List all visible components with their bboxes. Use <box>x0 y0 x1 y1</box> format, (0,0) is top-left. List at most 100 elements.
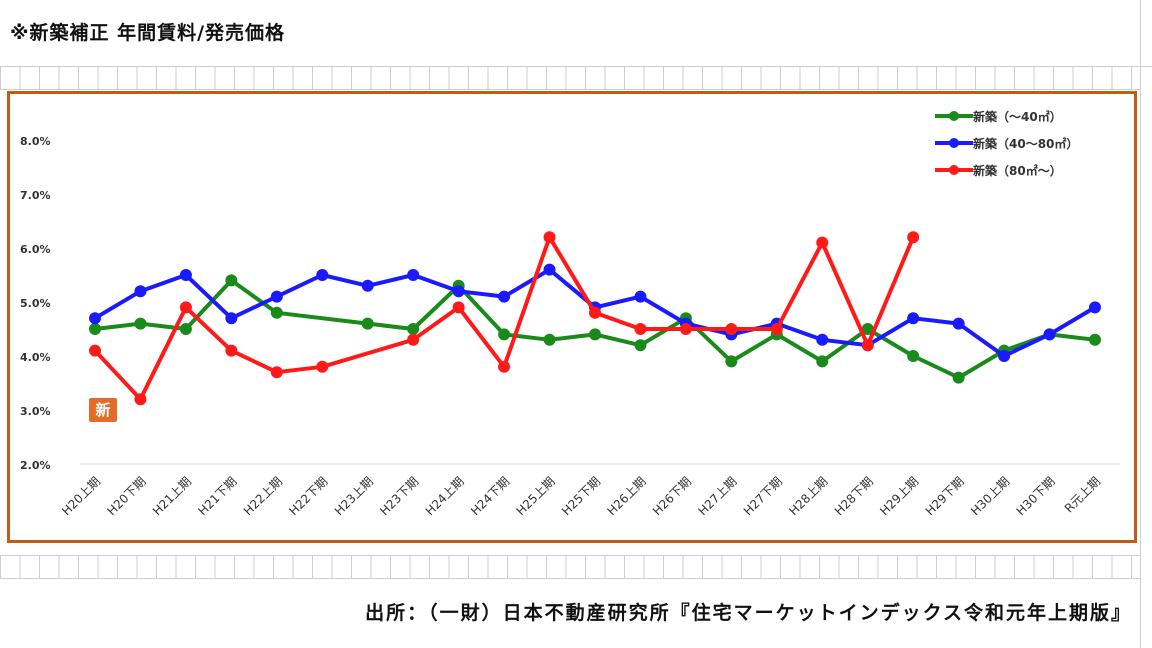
data-point[interactable] <box>634 323 647 335</box>
data-point[interactable] <box>1089 333 1101 346</box>
sheet-right-rule <box>1140 0 1141 648</box>
x-tick-label: H20上期 <box>59 474 103 518</box>
x-tick-label: H27上期 <box>695 474 739 518</box>
data-point[interactable] <box>1043 328 1056 341</box>
data-point[interactable] <box>89 323 101 335</box>
legend-label: 新築（80㎡～） <box>973 163 1062 178</box>
data-point[interactable] <box>316 269 329 281</box>
y-tick-label: 2.0% <box>20 459 51 472</box>
legend-swatch-marker <box>949 111 959 121</box>
x-tick-label: H22上期 <box>241 474 285 518</box>
x-tick-label: H20下期 <box>105 474 149 518</box>
x-tick-label: H25下期 <box>559 474 603 518</box>
data-point[interactable] <box>316 360 329 373</box>
series-1 <box>89 274 1101 384</box>
series-line <box>94 278 1096 380</box>
sheet-grid-strip-top <box>0 66 1140 90</box>
data-point[interactable] <box>498 290 511 303</box>
x-axis-tick-labels: H20上期 H20下期 H21上期 H21下期 H22上期 H22下期 H23上期 H23下期… <box>59 474 1103 518</box>
data-point[interactable] <box>543 263 556 276</box>
data-point[interactable] <box>952 371 965 384</box>
data-point[interactable] <box>270 366 283 379</box>
legend-label: 新築（40～80㎡） <box>973 136 1078 151</box>
data-point[interactable] <box>225 344 238 357</box>
series-line <box>93 235 916 402</box>
data-point[interactable] <box>225 312 238 325</box>
x-tick-label: H25上期 <box>514 474 558 518</box>
new-badge-icon: 新 <box>89 398 117 422</box>
data-point[interactable] <box>543 231 556 244</box>
data-point[interactable] <box>861 339 874 352</box>
data-point[interactable] <box>452 301 465 314</box>
x-tick-label: H24上期 <box>423 474 467 518</box>
x-tick-label: H21上期 <box>150 474 194 518</box>
sheet-grid-strip-bottom <box>0 555 1140 579</box>
data-point[interactable] <box>498 328 511 341</box>
data-point[interactable] <box>361 317 374 330</box>
source-citation: 出所：（一財）日本不動産研究所『住宅マーケットインデックス令和元年上期版』 <box>365 602 1132 624</box>
data-point[interactable] <box>1089 301 1101 314</box>
data-point[interactable] <box>361 279 374 292</box>
data-point[interactable] <box>134 285 147 298</box>
line-chart: 2.0%3.0%4.0%5.0%6.0%7.0%8.0% H20上期 H20下期 H… <box>20 109 1120 518</box>
data-point[interactable] <box>907 350 920 362</box>
x-tick-label: H28上期 <box>786 474 830 518</box>
data-point[interactable] <box>907 312 920 325</box>
data-point[interactable] <box>634 339 647 352</box>
data-point[interactable] <box>270 306 283 319</box>
x-tick-label: H21下期 <box>195 474 239 518</box>
data-point[interactable] <box>407 333 420 346</box>
data-point[interactable] <box>816 355 829 368</box>
legend-label: 新築（～40㎡） <box>973 109 1062 124</box>
y-tick-label: 3.0% <box>20 405 51 418</box>
data-point[interactable] <box>907 231 920 244</box>
data-point[interactable] <box>816 333 829 346</box>
data-point[interactable] <box>861 323 874 335</box>
data-point[interactable] <box>407 323 420 335</box>
data-point[interactable] <box>452 285 465 298</box>
data-point[interactable] <box>679 323 692 335</box>
y-axis-tick-labels: 2.0% 3.0% 4.0% 5.0% 6.0% 7.0% 8.0% <box>20 135 51 472</box>
x-tick-label: H22下期 <box>286 474 330 518</box>
x-tick-label: H30下期 <box>1014 474 1058 518</box>
data-point[interactable] <box>589 328 601 341</box>
x-tick-label: H28下期 <box>832 474 876 518</box>
data-point[interactable] <box>179 269 192 281</box>
data-point[interactable] <box>998 350 1011 362</box>
y-tick-label: 4.0% <box>20 351 51 364</box>
y-tick-label: 7.0% <box>20 189 51 202</box>
data-point[interactable] <box>134 393 147 406</box>
x-tick-label: H29上期 <box>877 474 921 518</box>
data-point[interactable] <box>179 301 192 314</box>
data-point[interactable] <box>134 317 147 330</box>
data-point[interactable] <box>89 312 101 325</box>
x-tick-label: H24下期 <box>468 474 512 518</box>
data-point[interactable] <box>407 269 420 281</box>
data-point[interactable] <box>89 344 101 357</box>
legend-swatch-marker <box>949 138 959 148</box>
x-tick-label: H27下期 <box>741 474 785 518</box>
y-tick-label: 6.0% <box>20 243 51 256</box>
series-layer <box>89 231 1101 406</box>
data-point[interactable] <box>725 323 738 335</box>
data-point[interactable] <box>634 290 647 303</box>
data-point[interactable] <box>270 290 283 303</box>
x-tick-label: H23上期 <box>332 474 376 518</box>
data-point[interactable] <box>725 355 738 368</box>
x-tick-label: H26下期 <box>650 474 694 518</box>
x-tick-label: H23下期 <box>377 474 421 518</box>
data-point[interactable] <box>770 323 783 335</box>
chart-frame[interactable]: 2.0% 3.0% 4.0% 5.0% 6.0% 7.0% 8.0% H20上期 H20下期 H… <box>7 91 1137 543</box>
data-point[interactable] <box>543 333 556 346</box>
data-point[interactable] <box>952 317 965 330</box>
y-tick-label: 8.0% <box>20 135 51 148</box>
data-point[interactable] <box>225 274 238 287</box>
data-point[interactable] <box>179 323 192 335</box>
data-point[interactable] <box>589 306 601 319</box>
legend-swatch-marker <box>949 165 959 175</box>
data-point[interactable] <box>816 236 829 249</box>
page-title: ※新築補正 年間賃料/発売価格 <box>10 22 286 44</box>
x-tick-label: H29下期 <box>923 474 967 518</box>
x-tick-label: H26上期 <box>605 474 649 518</box>
data-point[interactable] <box>498 360 511 373</box>
